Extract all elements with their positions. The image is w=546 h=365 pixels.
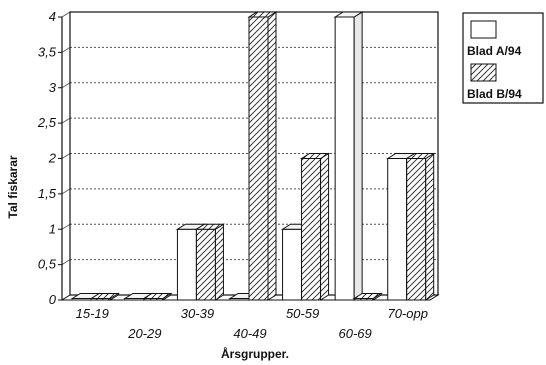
y-tick-label: 3 [49,80,57,95]
bar [89,292,121,301]
bar-top [89,293,121,299]
legend: Blad A/94 Blad B/94 [462,12,544,104]
bar-top [333,11,364,18]
x-tick-label: 30-39 [181,306,214,321]
bar-side [320,152,330,301]
y-tick-label: 0 [49,292,57,307]
bar-top [299,153,331,159]
bar-front [334,16,355,301]
gridline-side [61,82,71,89]
y-tick-label: 1,5 [38,186,57,201]
bar-front [406,158,427,301]
bar-top [142,293,173,299]
axes [58,11,440,301]
gridline-side [61,223,71,230]
bar-side [425,152,435,301]
legend-label-blad-b: Blad B/94 [467,87,522,101]
legend-label-blad-a: Blad A/94 [467,44,522,58]
x-tick-label: 50-59 [286,306,319,321]
legend-swatch-blad-b [470,63,497,82]
x-tick-label: 15-19 [76,306,109,321]
y-tick-label: 2,5 [37,115,57,130]
bar-side [353,11,363,301]
y-tick-label: 0,5 [38,257,57,272]
category-labels: 15-19 20-29 30-39 40-49 50-59 60-69 70-opp [76,306,428,341]
x-tick-label: 20-29 [127,326,161,341]
bar-front [195,228,216,301]
bar-front [282,228,303,301]
gridline-side [61,259,71,265]
x-tick-label: 70-opp [387,306,427,321]
bar [299,152,331,301]
x-tick-label: 60-69 [339,326,372,341]
bar [404,152,436,301]
y-tick-label: 3,5 [38,44,57,59]
gridline-side [61,47,71,53]
bar [194,223,226,301]
gridline-side [61,117,71,124]
bar-front [248,16,269,301]
bar [142,292,173,301]
bar-side [267,11,277,301]
bar-side [214,223,224,301]
y-tick-label: 4 [49,9,56,24]
bar [247,11,278,301]
bar-front [301,158,322,301]
y-tick-label: 1 [49,221,56,236]
x-axis-label: Årsgrupper. [221,346,289,361]
x-tick-label: 40-49 [233,326,266,341]
bar-front [387,158,408,301]
y-tick-label: 2 [48,151,57,166]
y-axis-label: Tal fiskarar [6,155,20,218]
legend-swatch-blad-a [470,20,497,39]
bar-top [247,11,278,18]
y-tick-labels: 0 0,5 1 1,5 2 2,5 3 3,5 4 [37,9,57,307]
bar [333,11,364,301]
bar-front [176,228,197,301]
bar [352,292,383,301]
gridline-side [61,11,71,18]
bar-top [194,223,226,230]
gridline-side [61,188,71,195]
bar-top [352,293,383,299]
bar-top [404,153,436,159]
gridline-side [61,153,71,159]
bars [70,11,436,301]
